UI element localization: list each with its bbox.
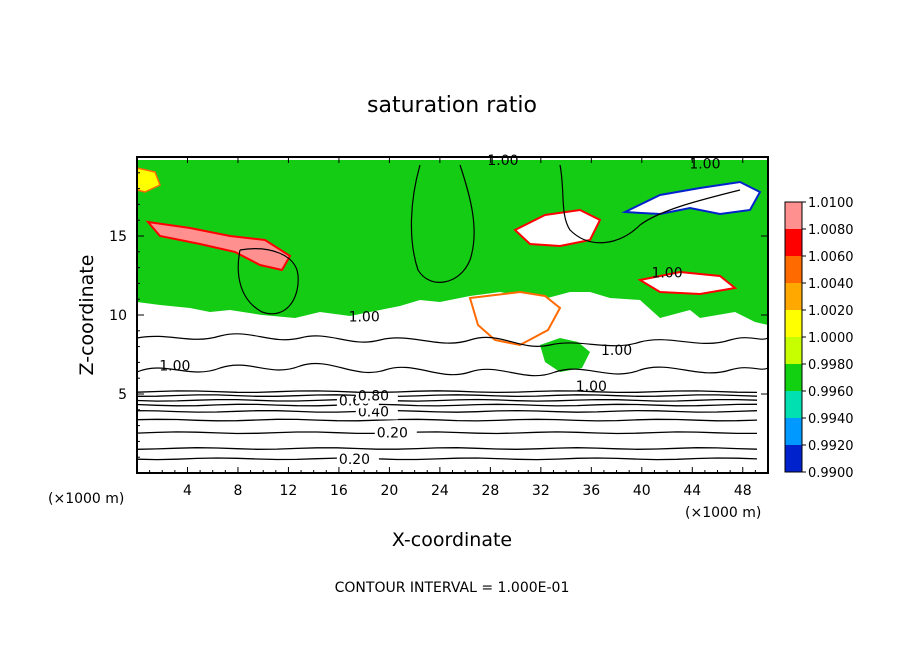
contour-line <box>137 394 758 398</box>
contour-level-label: 0.80 <box>358 389 389 405</box>
contour-labels: 1.00 1.00 1.00 1.00 1.00 1.00 1.00 <box>159 153 720 395</box>
x-tick-label: 20 <box>380 483 398 499</box>
contour-line <box>137 447 758 450</box>
x-tick-label: 4 <box>183 483 192 499</box>
y-tick-label: 10 <box>109 308 127 324</box>
x-axis-unit-left: (×1000 m) <box>48 491 124 507</box>
x-tick-label: 40 <box>633 483 651 499</box>
x-tick-label: 44 <box>683 483 701 499</box>
colorbar-label: 1.0040 <box>808 277 854 292</box>
contour-level-label: 0.40 <box>358 404 389 420</box>
contour-label-bg <box>336 449 379 467</box>
colorbar-label: 1.0100 <box>808 196 854 211</box>
contour-lines: 0.200.200.400.600.80 <box>137 386 758 468</box>
contour-line <box>137 390 758 394</box>
plot-area: 0.200.200.400.600.80 4 8 12 16 20 24 28 32 36 40 4… <box>109 153 769 499</box>
colorbar-swatch <box>785 310 802 337</box>
colorbar-label: 0.9940 <box>808 412 854 427</box>
colorbar-swatch <box>785 391 802 418</box>
y-tick-label: 15 <box>109 229 127 245</box>
contour-value-label: 1.00 <box>487 153 518 169</box>
chart-title: saturation ratio <box>367 93 537 118</box>
colorbar-label: 1.0060 <box>808 250 854 265</box>
supersaturated-streak <box>145 220 292 272</box>
colorbar-swatch <box>785 229 802 256</box>
contour-value-label: 1.00 <box>601 343 632 359</box>
x-tick-label: 36 <box>582 483 600 499</box>
colorbar: 1.0100 1.0080 1.0060 1.0040 1.0020 1.0000 0.99… <box>784 196 854 481</box>
colorbar-swatch <box>785 256 802 283</box>
colorbar-label: 0.9960 <box>808 385 854 400</box>
x-axis-label: X-coordinate <box>392 529 512 551</box>
contour-interval-note: CONTOUR INTERVAL = 1.000E-01 <box>335 580 570 596</box>
contour-label-bg <box>355 386 398 404</box>
colorbar-label: 0.9900 <box>808 466 854 481</box>
subsaturated-patch-topright <box>637 270 738 296</box>
colorbar-label: 1.0020 <box>808 304 854 319</box>
contour-line <box>137 398 758 402</box>
colorbar-label: 1.0080 <box>808 223 854 238</box>
colorbar-label: 1.0000 <box>808 331 854 346</box>
supersaturated-patch-low <box>540 338 590 372</box>
supersaturated-region <box>137 160 768 325</box>
x-tick-label: 48 <box>734 483 752 499</box>
y-axis-ticks: 5 10 15 <box>109 172 768 458</box>
subsaturated-patch-right <box>621 180 762 216</box>
subsaturated-patch-mid <box>468 290 562 347</box>
contour-value-label: 1.00 <box>349 310 380 326</box>
contour-level-label: 0.20 <box>377 426 408 442</box>
x-tick-label: 24 <box>431 483 449 499</box>
colorbar-swatch <box>785 283 802 310</box>
x-tick-label: 16 <box>330 483 348 499</box>
colorbar-swatch <box>785 202 802 229</box>
upper-contour-1 <box>410 164 475 283</box>
contour-line <box>137 431 757 435</box>
colorbar-swatch <box>785 364 802 391</box>
contour-line <box>137 418 758 422</box>
y-axis-label: Z-coordinate <box>76 255 98 376</box>
colorbar-swatch <box>785 445 802 472</box>
cloud-contour-2 <box>137 362 768 377</box>
x-tick-label: 32 <box>532 483 550 499</box>
upper-contour-2 <box>559 164 741 244</box>
cloud-base-contour <box>137 333 768 347</box>
x-axis-ticks: 4 8 12 16 20 24 28 32 36 40 44 48 <box>149 157 756 499</box>
colorbar-swatch <box>785 337 802 364</box>
x-tick-label: 28 <box>481 483 499 499</box>
x-axis-unit-right: (×1000 m) <box>685 505 761 521</box>
contour-value-label: 1.00 <box>689 156 720 172</box>
upper-contour-3 <box>237 248 299 315</box>
colorbar-label: 0.9980 <box>808 358 854 373</box>
y-tick-label: 5 <box>118 387 127 403</box>
contour-line <box>137 409 758 413</box>
contour-value-label: 1.00 <box>576 379 607 395</box>
contour-value-label: 1.00 <box>651 265 682 281</box>
contour-value-label: 1.00 <box>159 359 190 375</box>
colorbar-label: 0.9920 <box>808 439 854 454</box>
contour-level-label: 0.20 <box>339 452 370 468</box>
contour-line <box>137 403 758 407</box>
x-tick-label: 8 <box>233 483 242 499</box>
x-tick-label: 12 <box>280 483 298 499</box>
colorbar-swatch <box>785 418 802 445</box>
contour-line <box>137 457 758 461</box>
supersaturated-streak-small <box>137 167 161 193</box>
contour-label-bg <box>374 423 417 441</box>
